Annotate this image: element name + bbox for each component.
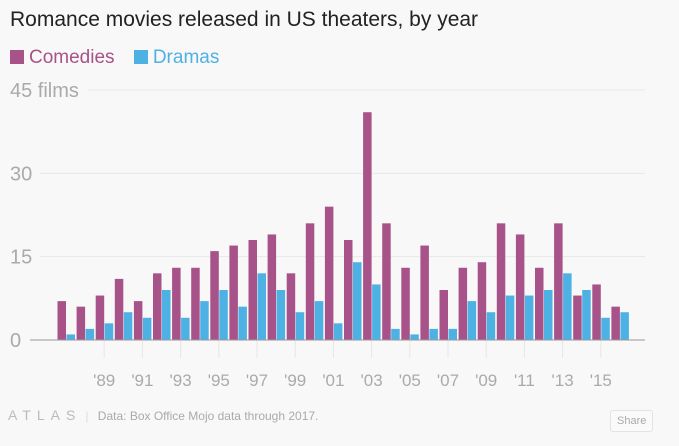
x-tick-label: '93 — [170, 371, 192, 390]
y-tick-label: 15 — [10, 247, 32, 269]
dramas-bar-1998 — [276, 290, 286, 340]
comedies-bar-2000 — [305, 223, 315, 340]
dramas-bar-2000 — [314, 301, 324, 340]
x-tick-label: '13 — [552, 371, 574, 390]
x-tick-label: '07 — [437, 371, 459, 390]
comedies-bar-1998 — [267, 234, 277, 340]
chart-title: Romance movies released in US theaters, … — [10, 8, 479, 31]
comedies-bar-1999 — [286, 273, 296, 340]
comedies-bar-1991 — [133, 301, 143, 340]
comedies-bar-2007 — [439, 290, 448, 340]
dramas-bar-1992 — [162, 290, 171, 340]
bar-chart: 0 15 30 45 films '89 '91 '93 '95 '97 '99 '01 '03 '05… — [10, 80, 645, 390]
comedies-bar-2008 — [458, 267, 468, 340]
comedies-bar-1996 — [229, 245, 238, 340]
comedies-bar-1987 — [57, 301, 66, 340]
dramas-bar-1988 — [85, 328, 95, 340]
comedies-bar-2009 — [477, 262, 487, 340]
x-tick-label: '89 — [93, 371, 115, 390]
dramas-bar-1991 — [142, 317, 152, 340]
comedies-bar-2011 — [515, 234, 525, 340]
dramas-bar-1994 — [200, 301, 209, 340]
y-tick-label: 0 — [10, 330, 21, 352]
legend-comedies: Comedies — [10, 47, 115, 68]
x-tick-label: '91 — [131, 371, 153, 390]
comedies-bar-2016 — [611, 306, 620, 340]
dramas-bar-2004 — [391, 328, 400, 340]
comedies-bar-2015 — [592, 284, 601, 340]
x-tick-label: '03 — [361, 371, 383, 390]
dramas-bar-1990 — [123, 312, 133, 340]
footer: ATLAS | Data: Box Office Mojo data throug… — [8, 407, 319, 423]
comedies-bar-1994 — [191, 267, 200, 340]
comedies-bar-1992 — [153, 273, 162, 340]
comedies-bar-2010 — [496, 223, 506, 340]
comedies-bar-1990 — [114, 278, 124, 340]
dramas-bar-2011 — [524, 295, 534, 340]
x-tick-label: '01 — [322, 371, 344, 390]
legend: Comedies Dramas — [10, 47, 233, 69]
comedies-swatch — [10, 50, 24, 64]
dramas-bar-2001 — [333, 323, 343, 340]
dramas-bar-2012 — [544, 290, 553, 340]
legend-dramas: Dramas — [133, 47, 220, 68]
dramas-bar-1999 — [295, 312, 305, 340]
dramas-bar-2006 — [429, 328, 438, 340]
x-tick-label: '95 — [208, 371, 230, 390]
comedies-bar-2005 — [401, 267, 410, 340]
data-label: Data: — [97, 409, 127, 423]
x-tick-label: '09 — [475, 371, 497, 390]
dramas-bar-2008 — [467, 301, 477, 340]
data-source: Box Office Mojo data through 2017. — [129, 409, 319, 423]
dramas-bar-1995 — [219, 290, 228, 340]
dramas-bar-2009 — [486, 312, 496, 340]
comedies-bar-1997 — [248, 240, 257, 340]
y-tick-label: 45 films — [10, 80, 79, 102]
comedies-bar-2004 — [382, 223, 391, 340]
comedies-bar-2006 — [420, 245, 429, 340]
dramas-bar-2005 — [410, 334, 419, 340]
dramas-bar-1997 — [257, 273, 266, 340]
comedies-bar-1988 — [76, 306, 86, 340]
atlas-logo: ATLAS — [8, 407, 82, 423]
dramas-bar-2002 — [353, 262, 362, 340]
legend-comedies-label: Comedies — [29, 47, 115, 68]
dramas-bar-1993 — [181, 317, 190, 340]
share-button[interactable]: Share — [610, 410, 654, 432]
comedies-bar-1995 — [210, 251, 219, 340]
legend-dramas-label: Dramas — [152, 47, 220, 68]
x-tick-label: '99 — [284, 371, 306, 390]
dramas-swatch — [133, 50, 148, 64]
dramas-bar-2013 — [563, 273, 572, 340]
dramas-bar-2015 — [601, 317, 610, 340]
comedies-bar-1989 — [95, 295, 105, 340]
comedies-bar-2002 — [344, 240, 353, 340]
dramas-bar-1996 — [238, 306, 247, 340]
dramas-bar-2016 — [620, 312, 629, 340]
comedies-bar-2001 — [324, 206, 334, 340]
dramas-bar-2003 — [372, 284, 381, 340]
dramas-bar-2007 — [448, 328, 457, 340]
dramas-bar-2010 — [505, 295, 515, 340]
dramas-bar-2014 — [582, 290, 591, 340]
x-tick-label: '05 — [399, 371, 421, 390]
comedies-bar-2013 — [554, 223, 563, 340]
comedies-bar-2012 — [535, 267, 544, 340]
dramas-bar-1989 — [104, 323, 114, 340]
x-tick-label: '15 — [590, 371, 612, 390]
comedies-bar-1993 — [172, 267, 181, 340]
dramas-bar-1987 — [66, 334, 75, 340]
comedies-bar-2014 — [573, 295, 582, 340]
comedies-bar-2003 — [363, 112, 372, 340]
x-tick-label: '11 — [514, 371, 535, 390]
x-tick-label: '97 — [246, 371, 268, 390]
y-tick-label: 30 — [10, 163, 32, 185]
